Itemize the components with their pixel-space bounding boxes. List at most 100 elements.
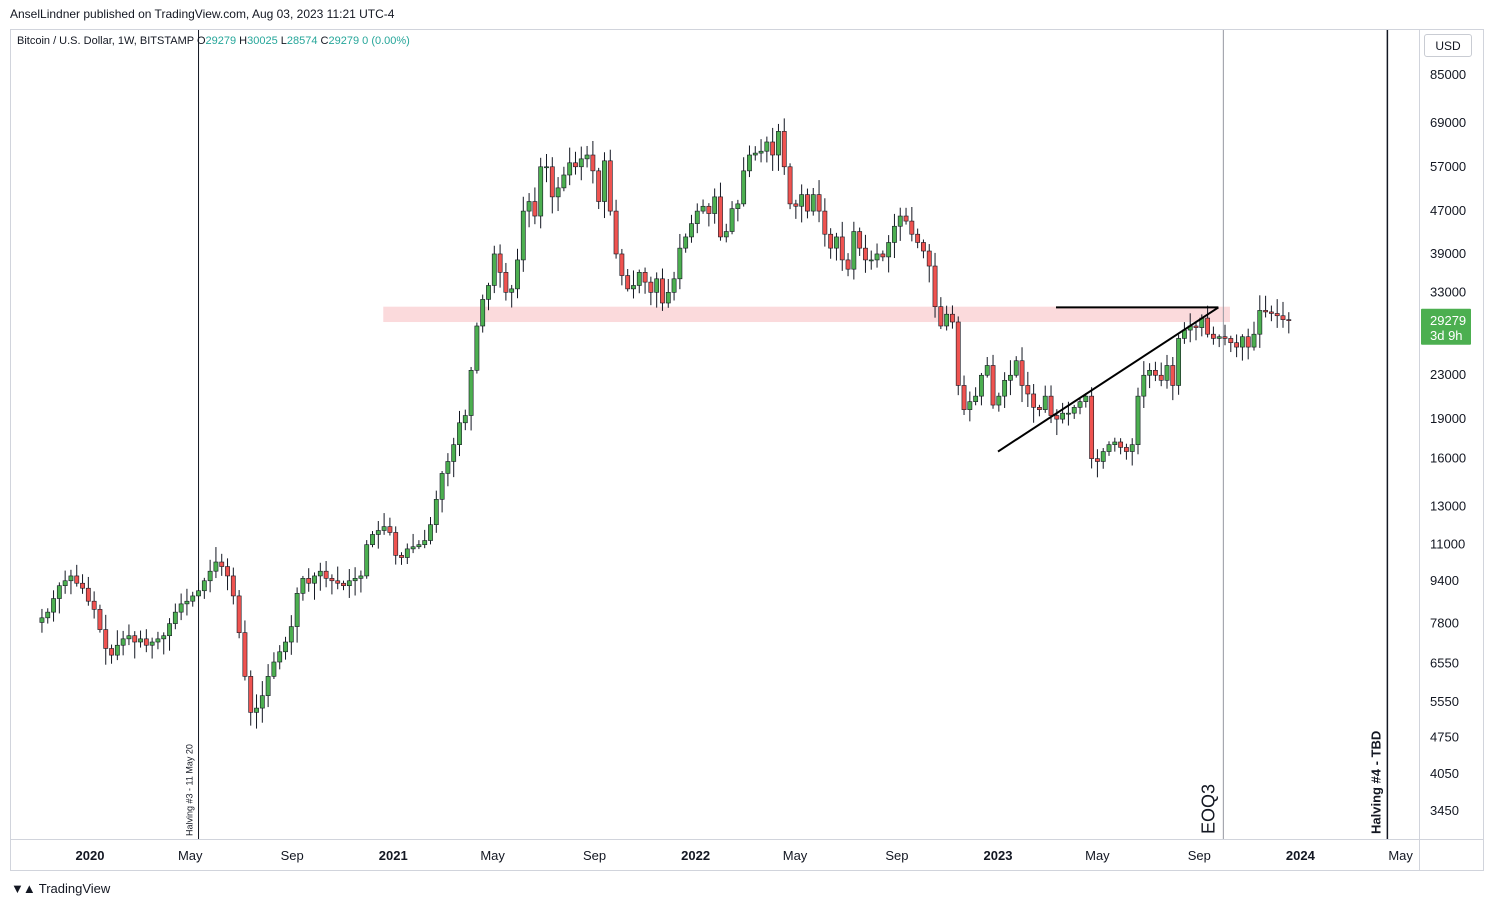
candle-body [828, 233, 834, 249]
candle-body [694, 210, 700, 224]
candle-body [248, 676, 254, 713]
candle-body [642, 272, 648, 283]
symbol-name[interactable]: Bitcoin / U.S. Dollar, 1W, BITSTAMP [17, 35, 194, 47]
candle-body [1089, 395, 1095, 459]
candle-body [1124, 447, 1129, 452]
tradingview-logo-icon: ▼▲ [11, 881, 36, 896]
price-tick-label: 16000 [1430, 451, 1466, 466]
candle-body [1257, 310, 1263, 335]
price-tick-label: 47000 [1430, 203, 1466, 218]
candle-body [1008, 374, 1013, 381]
candle-body [1251, 333, 1257, 348]
candle-body [1013, 360, 1019, 376]
candle-body [834, 236, 839, 249]
candle-body [578, 158, 584, 168]
candle-body [729, 208, 735, 232]
open-value: 29279 [205, 35, 237, 47]
candle-body [892, 225, 897, 243]
time-tick-label: May [1085, 848, 1110, 863]
candle-body [184, 600, 190, 605]
candle-body [404, 548, 410, 558]
candle-body [259, 695, 265, 709]
candle-body [955, 321, 961, 386]
candle-body [573, 162, 578, 168]
price-tick-label: 9400 [1430, 573, 1459, 588]
last-price-badge [1421, 308, 1471, 345]
candle-body [938, 306, 944, 327]
candle-body [1274, 313, 1280, 317]
candle-body [491, 253, 497, 286]
candle-body [1263, 310, 1268, 313]
brand-label: TradingView [38, 881, 111, 896]
vertical-marker-label: Halving #3 - 11 May 20 [185, 744, 195, 836]
candle-body [683, 236, 689, 249]
candle-body [393, 532, 399, 556]
candle-body [863, 247, 868, 261]
candle-body [950, 313, 955, 323]
candle-body [1245, 336, 1251, 348]
candle-body [346, 580, 352, 587]
candle-body [265, 676, 271, 696]
price-tick-label: 23000 [1430, 367, 1466, 382]
candle-body [149, 641, 155, 646]
candle-body [399, 555, 404, 558]
price-tick-label: 69000 [1430, 115, 1466, 130]
candle-body [636, 272, 642, 286]
candle-body [996, 395, 1002, 406]
low-label: L [280, 35, 287, 47]
tradingview-brand[interactable]: ▼▲ TradingView [11, 881, 110, 896]
candle-body [857, 231, 863, 249]
candle-body [538, 166, 544, 217]
time-tick-label: 2023 [984, 848, 1013, 863]
candle-body [138, 638, 143, 643]
candle-body [619, 253, 625, 276]
resistance-zone [383, 306, 1230, 323]
candle-body [370, 534, 375, 545]
candle-body [532, 201, 538, 217]
candle-body [706, 205, 712, 214]
time-tick-label: May [480, 848, 505, 863]
candle-body [590, 154, 596, 172]
candle-body [723, 231, 729, 238]
candle-body [439, 473, 445, 500]
candle-body [178, 603, 184, 613]
high-label: H [239, 35, 248, 47]
candle-body [236, 595, 242, 633]
candle-body [880, 253, 886, 258]
candle-body [758, 150, 764, 154]
candle-body [561, 174, 567, 189]
candle-body [317, 570, 323, 577]
candle-body [201, 580, 207, 592]
candle-body [80, 582, 85, 589]
open-label: O [196, 35, 206, 47]
price-tick-label: 39000 [1430, 246, 1466, 261]
candle-body [747, 154, 752, 172]
candle-body [51, 598, 56, 613]
close-value: 29279 [328, 35, 360, 47]
candle-body [1060, 412, 1066, 420]
time-tick-label: Sep [281, 848, 304, 863]
candle-body [242, 632, 248, 677]
candle-body [56, 585, 62, 599]
candle-body [213, 561, 219, 572]
candle-body [712, 196, 718, 214]
candle-body [422, 540, 428, 545]
candle-body [172, 611, 178, 624]
candle-body [897, 215, 903, 227]
candle-body [932, 265, 938, 307]
candle-body [1031, 393, 1037, 408]
candle-body [973, 395, 979, 402]
candle-body [1095, 458, 1100, 462]
candle-body [915, 233, 921, 243]
candle-body [555, 187, 561, 198]
candle-body [219, 561, 225, 567]
price-tick-label: 4750 [1430, 730, 1459, 745]
time-tick-label: 2021 [379, 848, 408, 863]
candle-body [805, 194, 810, 212]
candle-body [515, 259, 520, 290]
candle-body [979, 374, 984, 397]
currency-button[interactable]: USD [1424, 34, 1472, 57]
candle-body [984, 365, 990, 376]
candle-body [549, 166, 555, 198]
